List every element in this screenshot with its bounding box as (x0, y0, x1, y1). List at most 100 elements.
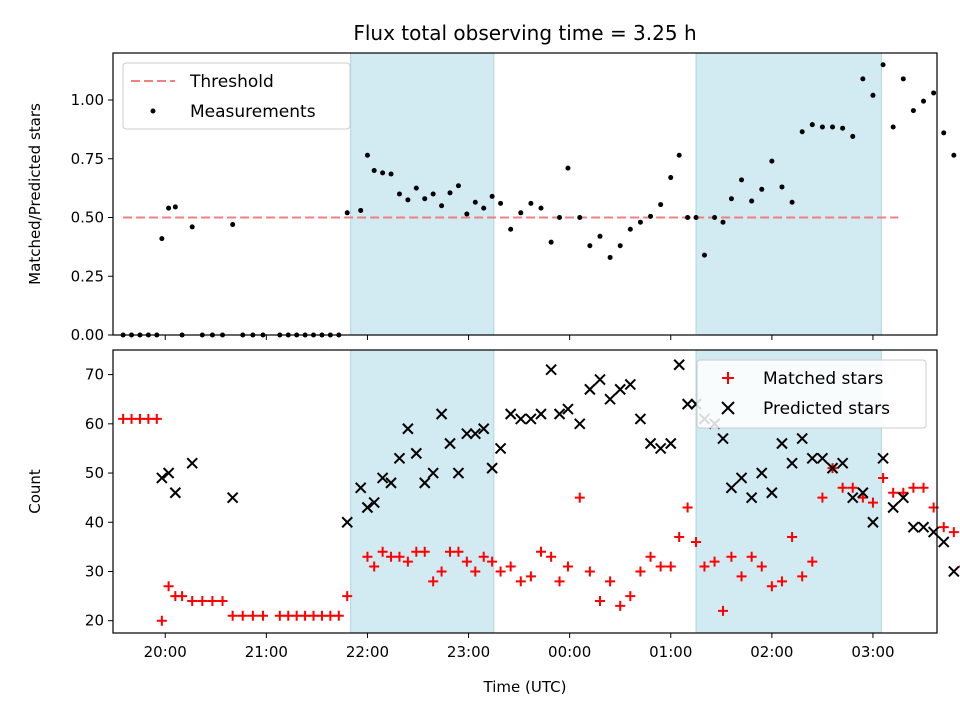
matched-star-point (908, 482, 919, 493)
measurement-point (617, 243, 623, 249)
predicted-star-point (186, 457, 198, 469)
measurement-point (447, 190, 453, 196)
measurement-point (693, 215, 699, 220)
matched-star-point (736, 571, 747, 582)
predicted-star-point (469, 427, 481, 440)
matched-star-point (847, 482, 858, 493)
measurement-point (648, 213, 654, 219)
predicted-star-point (435, 408, 448, 420)
matched-star-point (237, 610, 248, 621)
measurement-point (430, 191, 436, 197)
matched-star-point (605, 576, 616, 587)
measurement-point (789, 199, 795, 205)
predicted-star-point (786, 457, 798, 469)
measurement-point (538, 205, 544, 211)
predicted-star-point (816, 452, 829, 464)
measurement-point (759, 186, 765, 192)
matched-star-point (495, 566, 506, 577)
matched-star-point (655, 561, 666, 572)
measurement-point (870, 92, 876, 98)
x-tick-label: 22:00 (346, 643, 389, 661)
matched-star-point (682, 502, 693, 513)
predicted-star-point (478, 423, 490, 435)
measurement-point (830, 124, 836, 130)
measurement-point (396, 191, 402, 197)
measurement-point (489, 193, 495, 199)
matched-star-point (515, 576, 526, 587)
matched-star-point (918, 482, 929, 493)
matched-star-point (470, 566, 481, 577)
measurement-point (481, 205, 487, 211)
measurement-point (809, 122, 815, 128)
matched-star-point (948, 527, 959, 538)
matched-star-point (411, 546, 422, 557)
predicted-star-point (169, 487, 182, 499)
matched-star-point (428, 576, 439, 587)
matched-star-point (134, 413, 145, 424)
measurement-point (739, 177, 745, 183)
measurement-point (637, 219, 643, 225)
x-axis-label: Time (UTC) (483, 678, 567, 696)
matched-star-point (126, 413, 137, 424)
matched-star-point (674, 532, 685, 543)
measurement-point (728, 196, 734, 202)
matched-star-point (300, 610, 311, 621)
measurement-point (840, 125, 846, 131)
y-tick-label: 0.50 (71, 209, 104, 227)
matched-star-point (756, 561, 767, 572)
y-axis-label: Count (26, 469, 44, 514)
matched-star-point (867, 497, 878, 508)
matched-star-point (227, 610, 238, 621)
measurement-point (685, 215, 691, 220)
predicted-star-point (427, 467, 439, 479)
predicted-star-point (461, 427, 473, 440)
measurement-point (799, 129, 805, 135)
predicted-star-point (826, 462, 839, 474)
predicted-star-point (897, 491, 910, 504)
measurement-point (455, 183, 461, 189)
measurement-point (166, 205, 172, 211)
predicted-star-point (494, 442, 507, 455)
matched-star-point (878, 472, 889, 483)
figure-title: Flux total observing time = 3.25 h (353, 21, 696, 45)
predicted-star-point (836, 457, 849, 469)
matched-star-point (536, 546, 547, 557)
measurement-point (860, 76, 866, 82)
y-tick-label: 60 (85, 415, 104, 433)
matched-star-point (461, 556, 472, 567)
measurement-point (371, 168, 377, 173)
predicted-star-point (354, 482, 367, 494)
measurement-point (189, 224, 195, 230)
predicted-star-point (717, 432, 729, 445)
matched-star-point (857, 492, 868, 503)
matched-star-point (333, 610, 344, 621)
measurement-point (779, 184, 785, 190)
measurement-point (850, 133, 856, 139)
y-tick-label: 0.25 (71, 267, 104, 285)
predicted-star-point (681, 398, 694, 410)
measurement-point (627, 226, 633, 232)
matched-star-point (207, 596, 218, 607)
predicted-star-point (847, 491, 859, 504)
matched-star-point (308, 610, 319, 621)
predicted-star-point (226, 491, 239, 504)
matched-star-point (445, 546, 456, 557)
predicted-star-point (735, 472, 748, 484)
matched-star-point (797, 571, 808, 582)
legend-matched-swatch (722, 372, 734, 384)
matched-star-point (574, 492, 585, 503)
matched-star-point (807, 556, 818, 567)
predicted-star-point (776, 437, 788, 450)
predicted-star-point (745, 491, 758, 504)
matched-star-point (938, 522, 949, 533)
measurement-point (668, 175, 674, 181)
legend-top-left: Threshold Measurements (122, 62, 351, 130)
predicted-star-point (393, 452, 406, 464)
measurement-point (380, 170, 386, 176)
measurement-point (910, 108, 916, 114)
matched-star-point (362, 551, 373, 562)
measurement-point (172, 204, 178, 210)
predicted-star-point (402, 423, 414, 435)
matched-star-point (717, 605, 728, 616)
